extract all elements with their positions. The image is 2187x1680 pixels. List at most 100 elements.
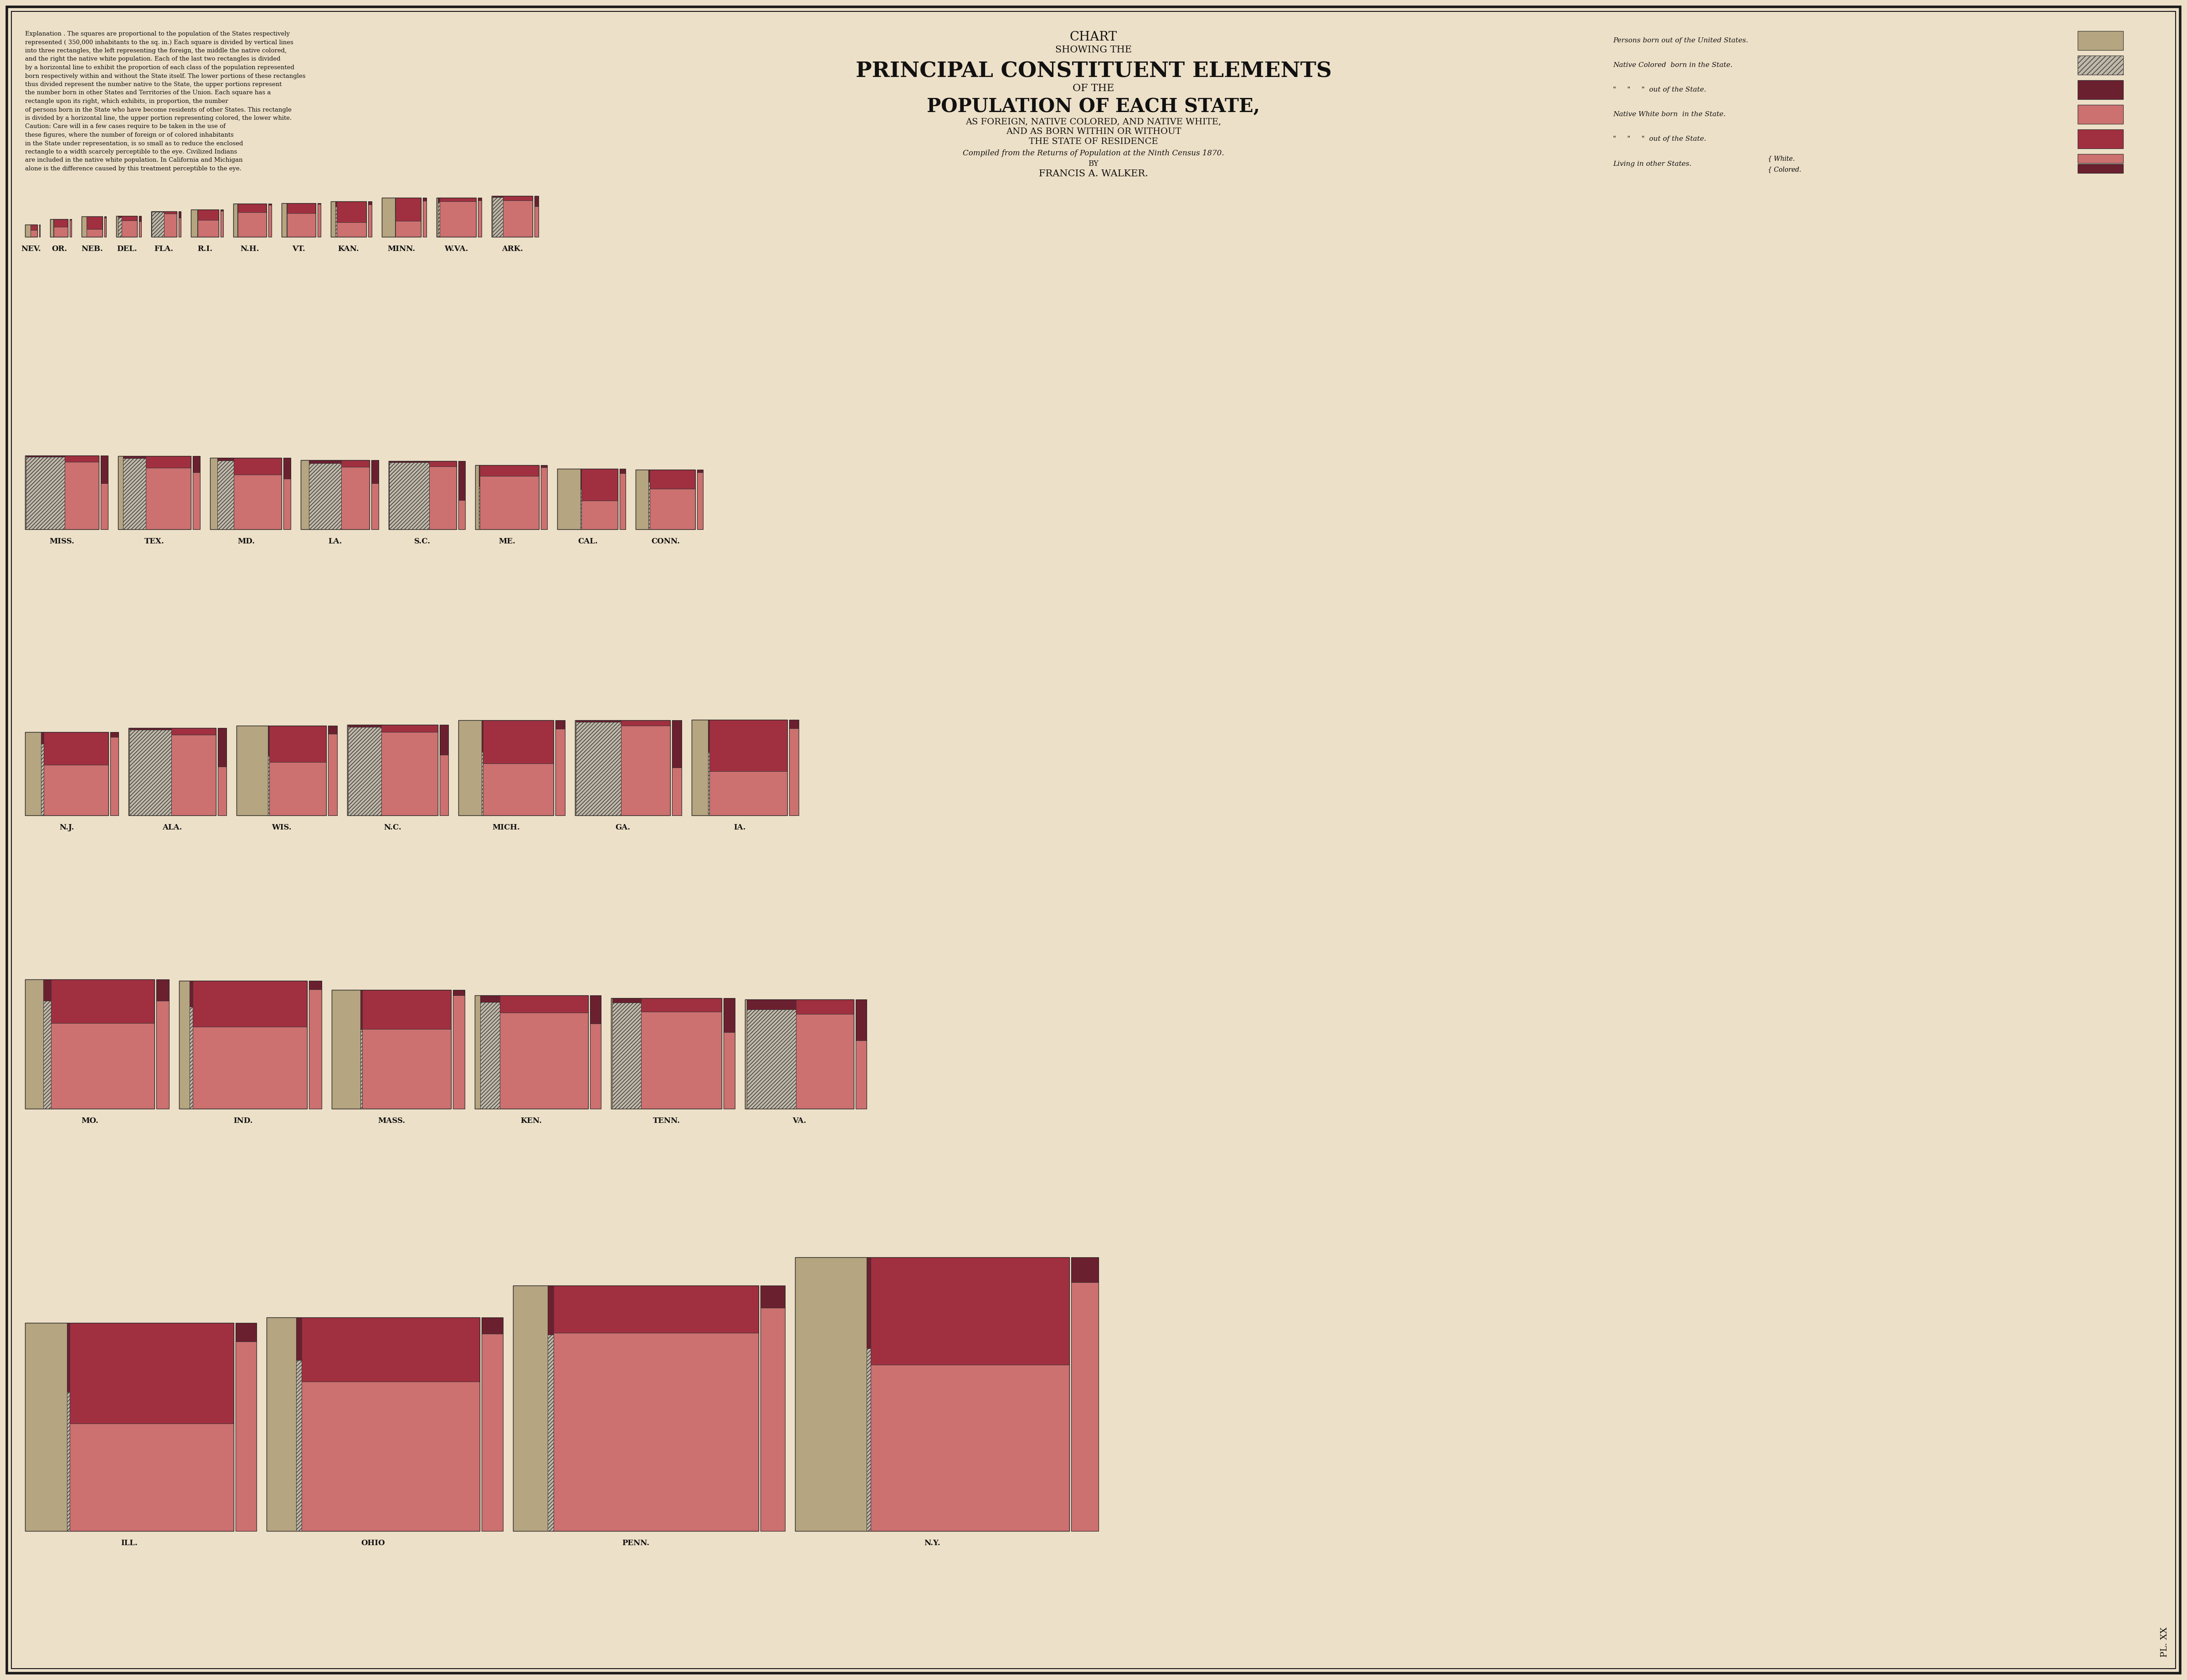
Bar — [619, 469, 625, 474]
Bar — [286, 203, 315, 213]
Text: S.C.: S.C. — [413, 538, 431, 544]
Bar — [553, 1285, 759, 1332]
Text: NEV.: NEV. — [22, 245, 42, 254]
Bar — [308, 464, 341, 529]
Text: PRINCIPAL CONSTITUENT ELEMENTS: PRINCIPAL CONSTITUENT ELEMENTS — [855, 60, 1332, 82]
Bar — [308, 990, 321, 1109]
Bar — [383, 198, 420, 237]
Bar — [302, 460, 308, 529]
Bar — [302, 1317, 479, 1381]
Bar — [367, 202, 372, 205]
Bar — [269, 763, 326, 815]
Bar — [317, 203, 321, 237]
Bar — [422, 198, 426, 237]
Bar — [558, 469, 580, 529]
Bar — [122, 459, 147, 529]
Text: PL. XX: PL. XX — [2161, 1626, 2170, 1656]
Bar — [179, 218, 182, 237]
Text: MINN.: MINN. — [387, 245, 416, 254]
Bar — [24, 1322, 234, 1530]
Bar — [870, 1257, 1069, 1364]
Text: ALA.: ALA. — [162, 823, 182, 832]
Bar — [330, 202, 367, 237]
Bar — [81, 217, 103, 237]
Text: N.Y.: N.Y. — [925, 1539, 940, 1547]
Bar — [269, 726, 326, 763]
Bar — [555, 721, 564, 815]
Bar — [440, 202, 477, 237]
Bar — [109, 732, 118, 815]
Bar — [698, 472, 702, 529]
Bar — [155, 979, 168, 1001]
Text: FRANCIS A. WALKER.: FRANCIS A. WALKER. — [1039, 170, 1148, 178]
Bar — [547, 1285, 553, 1334]
Bar — [459, 462, 466, 501]
Bar — [129, 729, 171, 815]
Bar — [479, 465, 538, 475]
Bar — [219, 727, 227, 766]
Bar — [317, 203, 321, 237]
Bar — [475, 465, 538, 529]
Bar — [440, 724, 448, 815]
Bar — [190, 1006, 192, 1109]
Bar — [372, 460, 378, 484]
Text: OR.: OR. — [50, 245, 68, 254]
Text: LA.: LA. — [328, 538, 341, 544]
Bar — [709, 771, 787, 815]
Bar — [284, 457, 291, 479]
Bar — [396, 198, 420, 220]
Bar — [558, 469, 619, 529]
Bar — [282, 203, 286, 237]
Bar — [24, 1322, 68, 1530]
Text: IA.: IA. — [733, 823, 746, 832]
Bar — [381, 724, 437, 732]
Bar — [2078, 165, 2124, 173]
Text: ILL.: ILL. — [120, 1539, 138, 1547]
Text: AS FOREIGN, NATIVE COLORED, AND NATIVE WHITE,: AS FOREIGN, NATIVE COLORED, AND NATIVE W… — [967, 118, 1220, 126]
Bar — [236, 1342, 256, 1530]
Bar — [475, 996, 588, 1109]
Bar — [367, 205, 372, 237]
Bar — [68, 1393, 70, 1530]
Bar — [31, 230, 37, 237]
Bar — [50, 1023, 155, 1109]
Bar — [481, 1001, 499, 1109]
Bar — [129, 727, 171, 729]
Bar — [308, 981, 321, 990]
Bar — [308, 460, 341, 464]
Bar — [308, 981, 321, 1109]
Bar — [761, 1285, 785, 1309]
Bar — [2078, 104, 2124, 124]
Bar — [118, 455, 190, 529]
Bar — [459, 501, 466, 529]
Bar — [1072, 1257, 1098, 1530]
Bar — [55, 227, 68, 237]
Bar — [691, 719, 787, 815]
Bar — [553, 1332, 759, 1530]
Bar — [866, 1349, 870, 1530]
Bar — [396, 220, 420, 237]
Bar — [724, 998, 735, 1109]
Bar — [348, 727, 381, 815]
Bar — [748, 1000, 796, 1010]
Text: R.I.: R.I. — [197, 245, 212, 254]
Bar — [24, 225, 31, 237]
Bar — [440, 198, 477, 202]
Bar — [372, 484, 378, 529]
Bar — [636, 470, 695, 529]
Bar — [286, 213, 315, 237]
Bar — [236, 1322, 256, 1342]
Bar — [492, 197, 534, 237]
Bar — [341, 460, 370, 467]
Bar — [499, 1013, 588, 1109]
Bar — [453, 990, 464, 995]
Bar — [42, 744, 44, 815]
Bar — [698, 470, 702, 472]
Bar — [24, 732, 42, 815]
Bar — [197, 220, 219, 237]
Bar — [234, 457, 282, 475]
Bar — [24, 455, 98, 529]
Bar — [332, 990, 451, 1109]
Bar — [190, 981, 192, 1006]
Text: { White.: { White. — [1767, 155, 1796, 161]
